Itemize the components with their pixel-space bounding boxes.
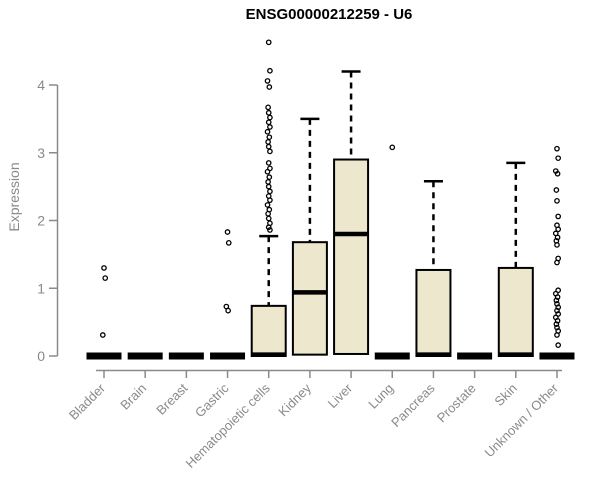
outlier-point xyxy=(225,240,232,246)
collapsed-box xyxy=(86,352,122,360)
outlier-point xyxy=(267,227,273,233)
collapsed-box xyxy=(374,352,410,360)
outlier-point xyxy=(265,119,272,126)
outlier-point xyxy=(266,84,273,90)
x-tick-label: Pancreas xyxy=(388,380,438,430)
collapsed-box xyxy=(539,352,575,360)
y-tick-label: 4 xyxy=(37,77,45,93)
outlier-point xyxy=(265,160,272,166)
x-tick-label: Lung xyxy=(365,381,396,412)
outlier-point xyxy=(553,187,560,193)
y-tick-label: 3 xyxy=(37,145,45,161)
outlier-point xyxy=(264,168,271,175)
outlier-point xyxy=(101,265,107,271)
box xyxy=(291,241,328,356)
outlier-point xyxy=(265,224,272,231)
outlier-point xyxy=(554,170,561,177)
chart-title: ENSG00000212259 - U6 xyxy=(245,6,413,23)
collapsed-box xyxy=(127,352,163,360)
x-tick-label: Liver xyxy=(325,380,356,411)
outlier-point xyxy=(265,39,272,46)
box xyxy=(415,268,452,357)
outlier-point xyxy=(389,144,396,151)
outlier-point xyxy=(267,114,273,121)
outlier-point xyxy=(267,124,273,130)
outlier-point xyxy=(265,215,272,222)
outlier-point xyxy=(265,139,271,145)
outlier-point xyxy=(267,188,273,195)
outlier-point xyxy=(555,342,562,349)
outlier-point xyxy=(554,198,560,204)
outlier-point xyxy=(265,104,271,111)
outlier-point xyxy=(267,197,273,204)
x-tick-label: Bladder xyxy=(66,380,109,423)
x-tick-label: Skin xyxy=(491,381,519,409)
outlier-point xyxy=(99,332,106,338)
x-tick-label: Prostate xyxy=(434,381,479,426)
outlier-point xyxy=(555,226,562,233)
y-tick-label: 1 xyxy=(37,280,45,296)
outlier-point xyxy=(553,297,560,304)
outlier-point xyxy=(264,78,271,84)
outlier-point xyxy=(224,229,231,235)
y-tick-label: 0 xyxy=(37,348,45,364)
outlier-point xyxy=(225,307,231,314)
collapsed-box xyxy=(168,352,204,360)
outlier-point xyxy=(267,148,273,155)
outlier-point xyxy=(554,242,560,248)
box xyxy=(333,158,370,355)
outlier-point xyxy=(554,259,560,266)
outlier-point xyxy=(554,145,560,152)
x-tick-label: Unknown / Other xyxy=(482,380,562,460)
collapsed-box xyxy=(457,352,493,360)
outlier-point xyxy=(265,109,272,116)
x-tick-label: Breast xyxy=(153,380,190,417)
box xyxy=(497,266,534,357)
outlier-point xyxy=(554,332,560,338)
box xyxy=(250,304,287,357)
outlier-point xyxy=(102,275,109,281)
outlier-point xyxy=(267,67,273,74)
x-tick-label: Kidney xyxy=(275,380,314,419)
outlier-point xyxy=(264,128,271,135)
outlier-point xyxy=(265,179,271,185)
outlier-point xyxy=(266,134,273,141)
outlier-point xyxy=(265,183,272,190)
outlier-point xyxy=(264,202,271,208)
x-tick-label: Brain xyxy=(117,381,149,413)
outlier-point xyxy=(553,321,560,328)
outlier-point xyxy=(265,143,272,150)
y-tick-label: 2 xyxy=(37,213,45,229)
outlier-point xyxy=(555,213,562,220)
x-tick-label: Gastric xyxy=(192,380,232,420)
outlier-point xyxy=(555,155,562,162)
collapsed-box xyxy=(210,352,246,360)
outlier-point xyxy=(266,174,273,180)
